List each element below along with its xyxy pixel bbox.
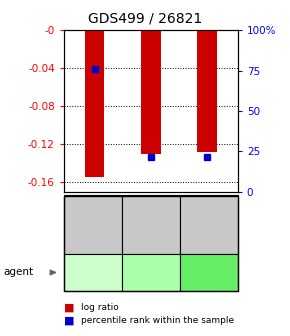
Text: IL4: IL4 bbox=[200, 267, 217, 278]
Text: GSM8750: GSM8750 bbox=[88, 201, 98, 248]
Text: IFNg: IFNg bbox=[80, 267, 105, 278]
Bar bbox=[197, 30, 217, 152]
Text: ■: ■ bbox=[64, 316, 74, 326]
Text: GSM8755: GSM8755 bbox=[146, 201, 156, 248]
Text: GDS499 / 26821: GDS499 / 26821 bbox=[88, 12, 202, 26]
Text: percentile rank within the sample: percentile rank within the sample bbox=[81, 317, 234, 325]
Text: log ratio: log ratio bbox=[81, 303, 119, 312]
Text: TNFa: TNFa bbox=[137, 267, 164, 278]
Bar bbox=[141, 30, 161, 154]
Text: ■: ■ bbox=[64, 302, 74, 312]
Bar bbox=[85, 30, 104, 177]
Text: agent: agent bbox=[3, 267, 33, 278]
Text: GSM8760: GSM8760 bbox=[204, 201, 214, 248]
